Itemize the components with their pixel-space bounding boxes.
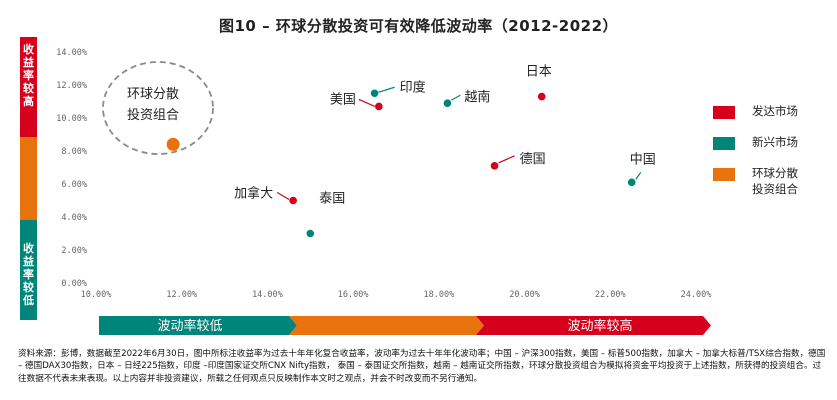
footnote: 资料来源：彭博，数据截至2022年6月30日，图中所标注收益率为过去十年年化复合… [18, 349, 826, 384]
leader-line [378, 86, 395, 93]
x-band-mid [289, 316, 484, 335]
leader-line [498, 155, 515, 164]
data-point [375, 102, 383, 111]
point-label: 越南 [464, 89, 490, 105]
point-label: 加拿大 [234, 186, 273, 202]
x-band-high [476, 316, 711, 335]
point-label: 印度 [400, 79, 426, 95]
data-point [166, 137, 180, 151]
legend-swatch [713, 106, 735, 119]
y-tick-label: 6.00% [61, 180, 87, 190]
legend-swatch [713, 168, 735, 181]
data-point [490, 162, 499, 170]
x-tick-label: 10.00% [81, 290, 112, 300]
x-band-label-low: 波动率较低 [157, 318, 222, 334]
chart-title: 图10 – 环球分散投资可有效降低波动率（2012-2022） [218, 17, 619, 35]
x-tick-label: 24.00% [681, 290, 712, 300]
data-point [289, 196, 297, 205]
leader-line [451, 94, 461, 101]
legend-label: 发达市场 [752, 104, 798, 118]
x-tick-label: 14.00% [252, 290, 283, 300]
point-label: 中国 [630, 152, 656, 167]
y-side-label-high: 收益率较高 [23, 42, 34, 108]
data-point [537, 92, 546, 101]
x-band-low [99, 316, 297, 335]
y-tick-label: 0.00% [61, 279, 87, 289]
data-point [370, 89, 379, 98]
x-tick-label: 22.00% [595, 290, 626, 300]
x-tick-label: 12.00% [166, 290, 197, 300]
legend-label: 环球分散投资组合 [752, 166, 798, 196]
y-side-bar-mid [20, 137, 37, 220]
leader-line [276, 191, 290, 201]
data-point [627, 178, 636, 187]
y-tick-label: 10.00% [56, 114, 87, 124]
x-tick-label: 20.00% [509, 290, 540, 300]
x-band-label-high: 波动率较高 [567, 318, 632, 334]
x-tick-label: 16.00% [338, 290, 369, 300]
point-label: 环球分散投资组合 [127, 87, 179, 123]
y-tick-label: 8.00% [61, 147, 87, 157]
y-side-bar-high [20, 37, 37, 137]
y-side-label-low: 收益率较低 [22, 241, 34, 307]
y-tick-label: 2.00% [61, 246, 87, 256]
legend-swatch [713, 137, 735, 150]
y-tick-label: 4.00% [61, 213, 87, 223]
point-label: 美国 [330, 92, 356, 107]
y-side-bar-low [20, 220, 37, 320]
data-point [443, 99, 452, 107]
x-tick-label: 18.00% [423, 290, 454, 300]
legend-label: 新兴市场 [752, 135, 798, 149]
portfolio-highlight-ellipse [102, 61, 214, 155]
point-label: 泰国 [319, 192, 345, 207]
point-label: 日本 [526, 65, 552, 80]
leader-line [358, 98, 376, 107]
data-point [306, 229, 315, 238]
y-tick-label: 14.00% [56, 48, 87, 58]
point-label: 德国 [520, 152, 546, 167]
y-tick-label: 12.00% [56, 81, 87, 91]
leader-line [635, 172, 642, 180]
